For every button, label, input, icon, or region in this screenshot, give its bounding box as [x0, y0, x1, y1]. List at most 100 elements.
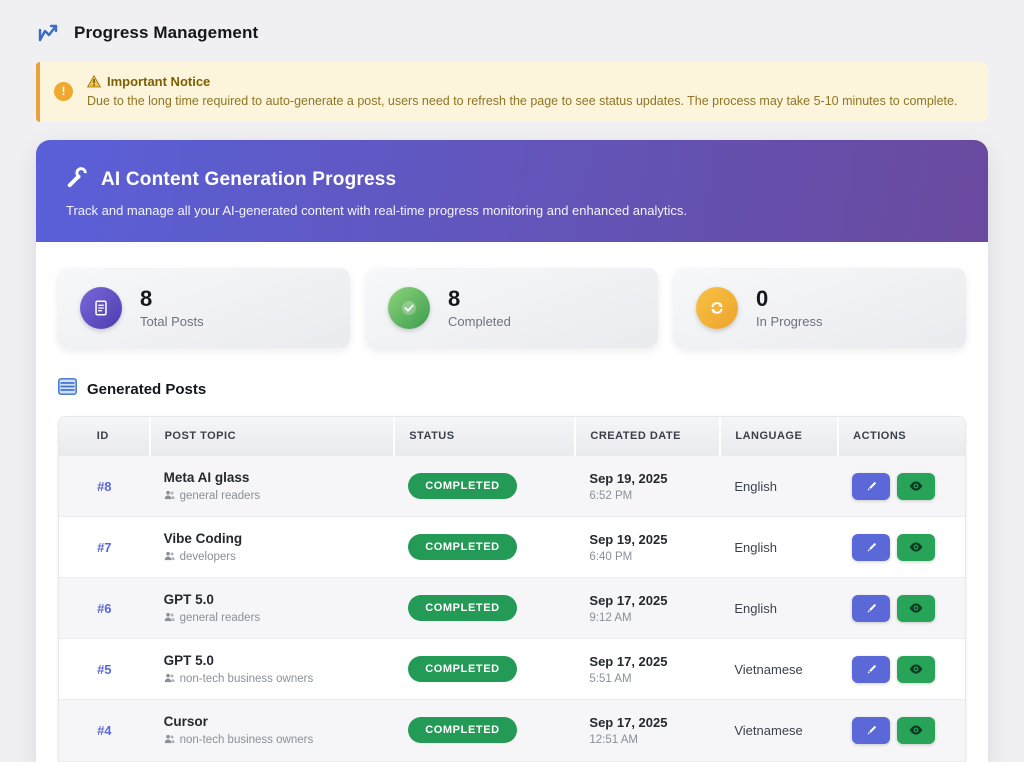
edit-button[interactable]	[852, 655, 891, 683]
edit-button[interactable]	[852, 594, 891, 622]
card-body: 8 Total Posts 8 Completed	[36, 242, 988, 762]
eye-icon	[909, 725, 923, 735]
sync-icon	[696, 287, 738, 329]
line-chart-icon	[36, 20, 62, 46]
post-time: 6:40 PM	[589, 550, 633, 563]
post-actions-cell	[838, 456, 965, 517]
audience-icon	[164, 734, 175, 747]
status-badge: COMPLETED	[408, 595, 517, 621]
audience-icon	[164, 673, 175, 686]
eye-icon	[909, 603, 923, 613]
content-card: AI Content Generation Progress Track and…	[36, 140, 988, 762]
edit-button[interactable]	[852, 716, 891, 744]
column-header-topic: POST TOPIC	[148, 417, 395, 456]
stat-label: In Progress	[756, 313, 823, 329]
view-button[interactable]	[897, 594, 936, 622]
stat-label: Total Posts	[140, 313, 204, 329]
generated-posts-header: Generated Posts	[58, 378, 966, 400]
notice-title-row: Important Notice	[87, 74, 957, 89]
pencil-icon	[867, 542, 876, 551]
post-date: Sep 19, 2025	[589, 531, 668, 547]
view-button[interactable]	[897, 533, 936, 561]
column-header-status: STATUS	[393, 417, 576, 456]
post-date: Sep 17, 2025	[589, 653, 668, 669]
edit-button[interactable]	[852, 533, 891, 561]
post-date-cell: Sep 17, 2025 5:51 AM	[575, 639, 720, 700]
post-language: English	[734, 478, 777, 494]
pencil-icon	[867, 481, 876, 490]
stat-card-total-posts: 8 Total Posts	[58, 268, 350, 348]
audience-icon	[164, 612, 175, 625]
generated-posts-title: Generated Posts	[87, 380, 207, 398]
post-audience: developers	[179, 551, 236, 563]
stat-card-completed: 8 Completed	[366, 268, 658, 348]
post-status-cell: COMPLETED	[394, 456, 575, 517]
view-button[interactable]	[897, 472, 936, 500]
post-date: Sep 17, 2025	[589, 592, 668, 608]
stat-label: Completed	[448, 313, 511, 329]
status-badge: COMPLETED	[408, 473, 517, 499]
post-id: #7	[97, 539, 112, 555]
posts-table: ID POST TOPIC STATUS CREATED DATE LANGUA…	[58, 416, 966, 762]
partial-next-row	[59, 760, 965, 762]
post-date-cell: Sep 19, 2025 6:40 PM	[575, 517, 720, 578]
post-audience-row: developers	[164, 551, 381, 564]
notice-title: Important Notice	[107, 74, 211, 89]
view-button[interactable]	[897, 716, 936, 744]
post-topic-cell: GPT 5.0	[150, 578, 395, 639]
post-time: 12:51 AM	[589, 733, 638, 746]
check-circle-icon	[388, 287, 430, 329]
post-status-cell: COMPLETED	[394, 578, 575, 639]
table-row: #8 Meta AI glass	[59, 455, 965, 517]
table-row: #6 GPT 5.0	[59, 577, 965, 639]
table-row: #4 Cursor	[59, 699, 965, 761]
post-audience: general readers	[179, 612, 261, 624]
notice-body: Due to the long time required to auto-ge…	[87, 94, 958, 108]
post-audience: non-tech business owners	[179, 673, 314, 685]
audience-icon	[164, 490, 175, 503]
view-button[interactable]	[897, 655, 936, 683]
stat-card-in-progress: 0 In Progress	[674, 268, 966, 348]
post-topic-cell: Vibe Coding	[150, 517, 395, 578]
post-date-cell: Sep 19, 2025 6:52 PM	[575, 456, 720, 517]
stat-value: 8	[140, 286, 153, 312]
edit-button[interactable]	[852, 472, 891, 500]
post-date-cell: Sep 17, 2025 9:12 AM	[575, 578, 720, 639]
table-row: #7 Vibe Coding	[59, 516, 965, 578]
post-topic: Vibe Coding	[163, 530, 243, 546]
hero-title: AI Content Generation Progress	[101, 168, 397, 190]
post-time: 6:52 PM	[589, 489, 633, 502]
stat-text: 8 Total Posts	[140, 286, 204, 329]
column-header-language: LANGUAGE	[719, 417, 839, 456]
post-topic: Meta AI glass	[163, 469, 250, 485]
post-actions-cell	[838, 639, 965, 700]
post-id: #6	[97, 600, 112, 616]
post-topic-cell: GPT 5.0	[150, 639, 395, 700]
post-language: Vietnamese	[734, 661, 803, 677]
column-header-created: CREATED DATE	[574, 417, 721, 456]
post-language: English	[734, 600, 777, 616]
post-audience-row: non-tech business owners	[164, 673, 381, 686]
page-title: Progress Management	[74, 23, 259, 42]
hero-header: AI Content Generation Progress Track and…	[36, 140, 988, 242]
column-header-actions: ACTIONS	[837, 417, 965, 456]
post-time: 9:12 AM	[589, 611, 632, 624]
pencil-icon	[867, 725, 876, 735]
stat-text: 0 In Progress	[756, 287, 823, 329]
post-id: #5	[97, 661, 112, 677]
wrench-icon	[66, 166, 88, 193]
hero-subtitle: Track and manage all your AI-generated c…	[66, 203, 687, 218]
eye-icon	[909, 481, 923, 491]
stats-row: 8 Total Posts 8 Completed	[58, 268, 966, 348]
post-date: Sep 19, 2025	[589, 470, 668, 486]
warning-triangle-icon	[87, 75, 101, 88]
post-audience-row: general readers	[164, 612, 381, 625]
alert-circle-icon: !	[54, 81, 73, 101]
page-header: Progress Management	[36, 16, 988, 62]
post-topic-cell: Meta AI glass	[150, 456, 395, 517]
eye-icon	[909, 542, 923, 552]
post-actions-cell	[838, 700, 965, 761]
post-date: Sep 17, 2025	[589, 714, 668, 730]
post-audience: non-tech business owners	[179, 734, 314, 747]
table-icon	[58, 378, 77, 400]
